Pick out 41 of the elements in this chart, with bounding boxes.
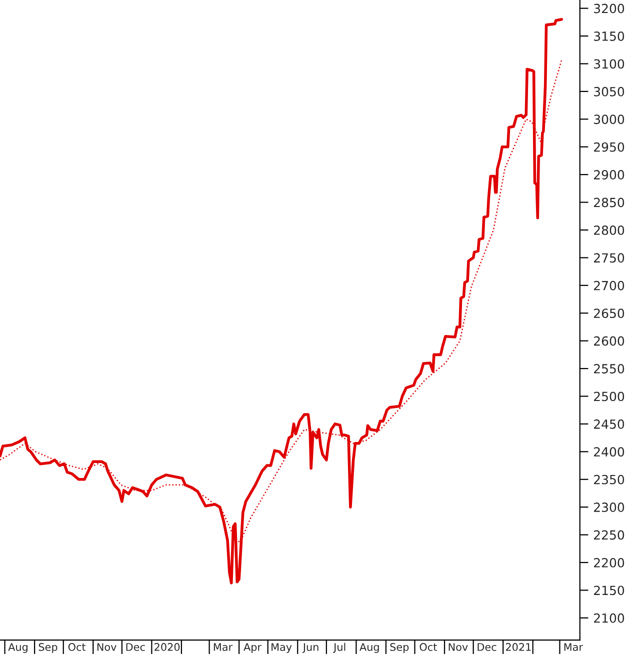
x-tick-label: 2021 [506, 643, 531, 651]
y-tick-label: 2600 [594, 336, 624, 346]
x-tick-label: Jun [302, 643, 318, 653]
y-tick-label: 2300 [594, 502, 624, 512]
x-tick-label: Aug [360, 643, 379, 653]
y-tick-label: 2450 [594, 419, 624, 429]
y-tick-label: 2950 [594, 142, 624, 152]
x-tick-label: Mar [564, 643, 583, 651]
y-tick-label: 2200 [594, 558, 624, 568]
x-tick-label: Nov [97, 643, 116, 651]
y-tick-label: 2850 [594, 198, 624, 208]
y-tick-label: 3100 [594, 59, 624, 69]
y-tick-label: 2800 [594, 225, 624, 235]
x-tick-label: May [272, 643, 292, 653]
y-tick-label: 2500 [594, 392, 624, 402]
x-tick-label: Jul [333, 642, 346, 653]
y-tick-label: 2250 [594, 530, 624, 540]
x-tick-label: Sep [38, 643, 58, 653]
x-tick-label: Mar [214, 643, 233, 651]
x-tick-label: Dec [126, 643, 145, 651]
y-tick-label: 2700 [594, 280, 624, 290]
y-tick-label: 2150 [594, 586, 624, 596]
x-tick-label: Oct [420, 643, 437, 651]
x-tick-label: Dec [478, 643, 496, 651]
y-tick-label: 3000 [594, 114, 624, 124]
x-tick-label: Nov [448, 643, 468, 651]
y-tick-label: 2750 [594, 253, 624, 263]
y-tick-label: 3200 [594, 4, 624, 14]
y-tick-label: 3150 [594, 31, 624, 41]
x-tick-label: Aug [8, 643, 28, 653]
y-tick-label: 2650 [594, 308, 624, 318]
x-tick-label: Oct [68, 643, 86, 651]
y-tick-label: 2900 [594, 170, 624, 180]
x-tick-label: Sep [390, 643, 409, 653]
y-tick-label: 2550 [594, 364, 624, 374]
x-tick-label: 2020 [154, 643, 180, 651]
y-tick-label: 2400 [594, 447, 624, 457]
x-tick-label: Apr [244, 643, 262, 653]
y-tick-label: 2350 [594, 474, 624, 484]
y-tick-label: 3050 [594, 86, 624, 96]
y-tick-label: 2100 [594, 613, 624, 623]
